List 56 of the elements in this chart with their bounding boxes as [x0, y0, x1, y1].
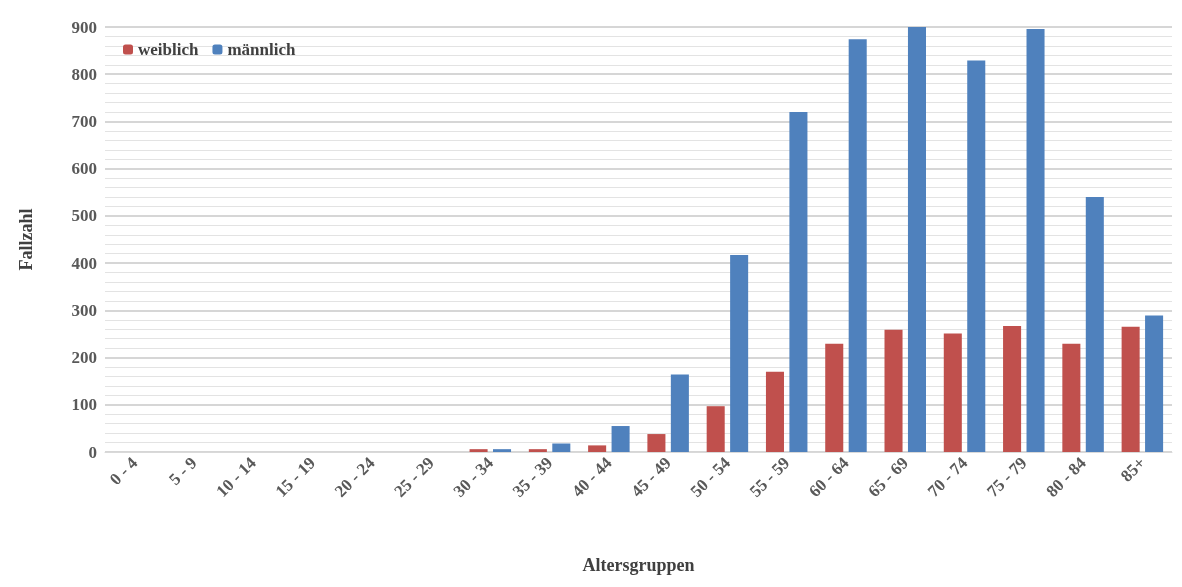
- y-tick-label: 500: [71, 206, 97, 226]
- legend-label: weiblich: [138, 40, 199, 59]
- bar: [469, 449, 488, 452]
- x-tick-label: 35 - 39: [508, 453, 557, 501]
- bar: [706, 406, 725, 452]
- bar: [907, 27, 926, 452]
- bar: [1003, 325, 1022, 452]
- bar: [884, 329, 903, 452]
- bar: [789, 112, 808, 452]
- x-tick-label: 40 - 44: [568, 452, 616, 501]
- x-axis-title: Altersgruppen: [582, 555, 695, 575]
- bar: [1121, 326, 1140, 452]
- bar: [670, 374, 689, 452]
- legend-label: männlich: [227, 40, 297, 59]
- y-tick-label: 900: [71, 17, 97, 37]
- x-tick-label: 70 - 74: [923, 452, 972, 501]
- y-tick-label: 800: [71, 64, 97, 84]
- bar: [552, 443, 571, 452]
- x-tick-label: 85+: [1116, 453, 1150, 486]
- bar: [967, 60, 986, 452]
- x-tick-label: 10 - 14: [212, 452, 261, 501]
- y-tick-label: 700: [71, 111, 97, 131]
- y-tick-label: 100: [71, 395, 97, 415]
- y-tick-label: 300: [71, 300, 97, 320]
- x-tick-label: 0 - 4: [105, 452, 142, 489]
- y-tick-label: 400: [71, 253, 97, 273]
- bar: [647, 434, 666, 452]
- bar: [730, 255, 749, 452]
- y-tick-label: 200: [71, 348, 97, 368]
- bar: [588, 445, 607, 452]
- bar: [848, 39, 867, 452]
- bar: [825, 343, 844, 452]
- x-tick-label: 65 - 69: [864, 453, 912, 501]
- x-tick-label: 25 - 29: [390, 453, 438, 501]
- bar: [611, 426, 630, 452]
- bar: [1085, 197, 1104, 452]
- bar: [943, 333, 962, 452]
- y-axis-title: Fallzahl: [16, 208, 36, 271]
- x-tick-label: 75 - 79: [983, 453, 1031, 501]
- y-tick-label: 600: [71, 159, 97, 179]
- x-tick-label: 55 - 59: [745, 453, 794, 501]
- bar: [1062, 343, 1081, 452]
- x-tick-label: 60 - 64: [805, 452, 854, 501]
- bar: [528, 449, 547, 452]
- x-tick-label: 5 - 9: [165, 453, 201, 489]
- x-tick-label: 15 - 19: [271, 453, 320, 501]
- bar: [1026, 28, 1045, 452]
- x-tick-label: 20 - 24: [331, 452, 379, 501]
- bar: [765, 371, 784, 452]
- y-tick-label: 0: [88, 442, 97, 462]
- bar: [493, 449, 512, 452]
- x-tick-label: 80 - 84: [1042, 452, 1091, 501]
- x-tick-label: 45 - 49: [627, 453, 675, 501]
- x-tick-label: 50 - 54: [686, 452, 735, 501]
- x-tick-label: 30 - 34: [449, 452, 498, 501]
- bar: [1145, 315, 1164, 452]
